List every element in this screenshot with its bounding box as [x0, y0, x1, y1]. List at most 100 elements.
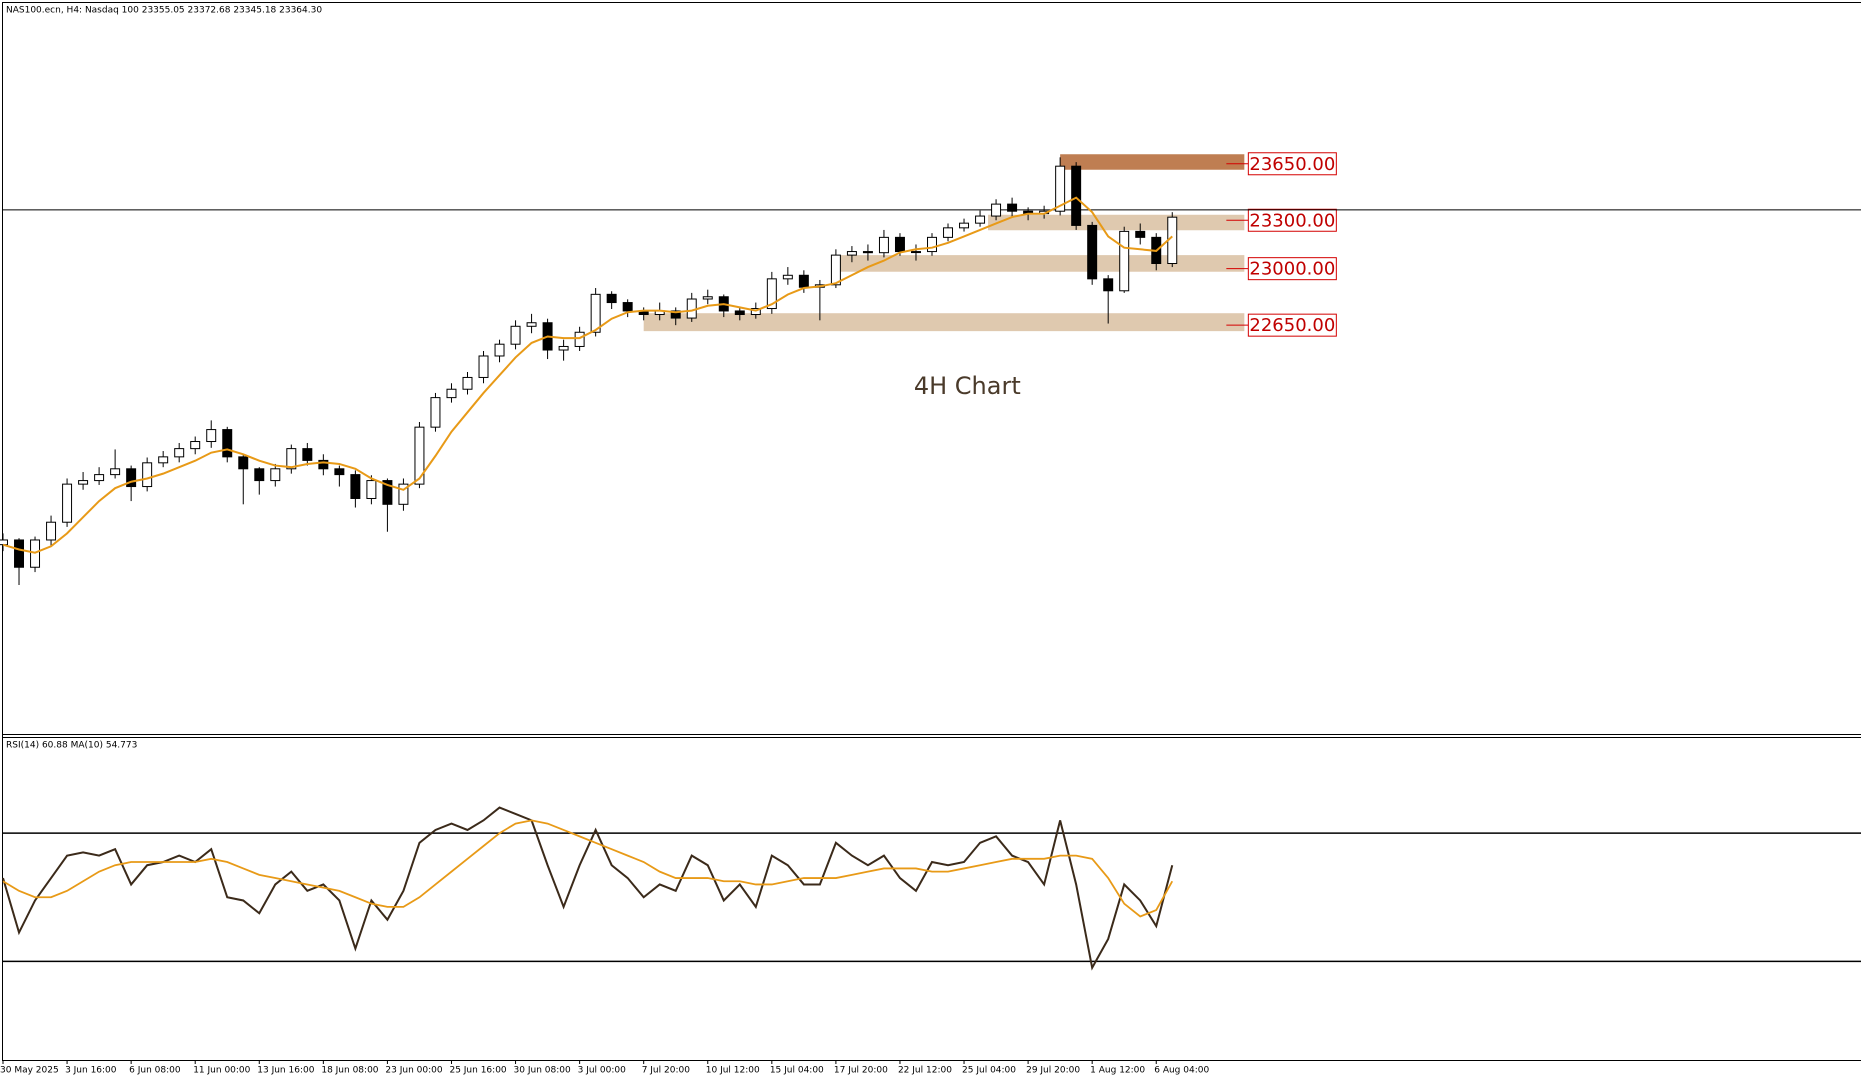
- candle-body: [910, 251, 921, 254]
- candle-body: [414, 426, 425, 485]
- candle-body: [959, 222, 970, 229]
- x-tick-label: 25 Jun 16:00: [449, 1066, 506, 1076]
- candle-body: [574, 331, 585, 347]
- candle-body: [446, 388, 457, 399]
- candle-body: [126, 468, 137, 488]
- candle-body: [782, 274, 793, 280]
- candle-body: [1087, 224, 1098, 280]
- x-tick-label: 7 Jul 20:00: [642, 1066, 691, 1076]
- candle-body: [46, 521, 57, 541]
- candle-body: [270, 468, 281, 482]
- candle-body: [254, 468, 265, 482]
- candle-body: [158, 456, 169, 464]
- candle-body: [14, 539, 25, 568]
- candle-body: [462, 376, 473, 390]
- candle-body: [830, 254, 841, 286]
- candle-body: [366, 480, 377, 499]
- candle-body: [302, 448, 313, 461]
- x-tick-label: 6 Jun 08:00: [129, 1066, 181, 1076]
- candle-body: [62, 483, 73, 523]
- rsi-header: RSI(14) 60.88 MA(10) 54.773: [6, 741, 137, 751]
- candle-body: [1055, 165, 1066, 212]
- zone-label-box: [1247, 208, 1337, 232]
- x-tick-label: 13 Jun 16:00: [257, 1066, 314, 1076]
- candle-body: [174, 448, 185, 458]
- x-tick-label: 30 May 2025: [0, 1066, 59, 1076]
- zone: [831, 255, 1245, 272]
- candle-body: [670, 310, 681, 319]
- x-tick-label: 15 Jul 04:00: [770, 1066, 824, 1076]
- candle-body: [975, 215, 986, 224]
- candle-body: [606, 293, 617, 304]
- zone: [1060, 154, 1245, 170]
- candle-body: [1135, 230, 1146, 238]
- candle-body: [590, 293, 601, 333]
- zone-label: 22650.00: [1249, 315, 1335, 336]
- candle-body: [286, 448, 297, 470]
- candle-body: [398, 483, 409, 505]
- candle-body: [943, 227, 954, 238]
- x-tick-label: 3 Jul 00:00: [578, 1066, 627, 1076]
- candle-body: [1119, 230, 1130, 292]
- candle-body: [478, 355, 489, 378]
- candle-body: [382, 480, 393, 505]
- candle-body: [510, 325, 521, 345]
- x-tick-label: 1 Aug 12:00: [1090, 1066, 1145, 1076]
- candle-body: [991, 203, 1002, 217]
- candle-body: [494, 343, 505, 357]
- candle-body: [558, 345, 569, 351]
- candle-body: [238, 456, 249, 470]
- x-tick-label: 23 Jun 00:00: [385, 1066, 442, 1076]
- zone-label: 23000.00: [1249, 259, 1335, 280]
- candle-body: [318, 459, 329, 470]
- candle-body: [190, 441, 201, 450]
- candle-body: [734, 310, 745, 316]
- candle-body: [1071, 165, 1082, 226]
- x-tick-label: 25 Jul 04:00: [962, 1066, 1016, 1076]
- candle-body: [878, 236, 889, 254]
- chart-header: NAS100.ecn, H4: Nasdaq 100 23355.05 2337…: [6, 6, 322, 16]
- candle-body: [686, 298, 697, 319]
- candle-body: [862, 251, 873, 254]
- candle-body: [526, 322, 537, 327]
- candle-body: [94, 474, 105, 482]
- candle-body: [334, 468, 345, 476]
- candle-body: [798, 274, 809, 288]
- zone-label: 23650.00: [1249, 154, 1335, 175]
- candle-body: [1007, 203, 1018, 212]
- candle-body: [222, 429, 233, 458]
- zone-label-box: [1247, 313, 1337, 337]
- zone-label-box: [1247, 257, 1337, 281]
- candle-body: [894, 236, 905, 253]
- x-tick-label: 3 Jun 16:00: [65, 1066, 117, 1076]
- zone-label-box: [1247, 152, 1337, 176]
- x-tick-label: 10 Jul 12:00: [706, 1066, 760, 1076]
- x-tick-label: 17 Jul 20:00: [834, 1066, 888, 1076]
- series-line: [2, 819, 1174, 918]
- candle-body: [78, 480, 89, 485]
- x-tick-label: 6 Aug 04:00: [1154, 1066, 1209, 1076]
- x-tick-label: 22 Jul 12:00: [898, 1066, 952, 1076]
- candle-body: [206, 429, 217, 443]
- x-tick-label: 30 Jun 08:00: [514, 1066, 571, 1076]
- zone: [643, 313, 1245, 332]
- candle-body: [430, 397, 441, 428]
- zone-label: 23300.00: [1249, 210, 1335, 231]
- x-tick-label: 29 Jul 20:00: [1026, 1066, 1080, 1076]
- moving-average: [2, 196, 1173, 554]
- candle-body: [622, 302, 633, 312]
- x-tick-label: 18 Jun 08:00: [321, 1066, 378, 1076]
- candle-body: [142, 462, 153, 488]
- candle-body: [1103, 278, 1114, 292]
- candle-body: [702, 296, 713, 300]
- candle-body: [350, 474, 361, 499]
- candle-body: [766, 278, 777, 310]
- annotation: 4H Chart: [914, 372, 1021, 400]
- candle-body: [110, 468, 121, 476]
- candle-body: [927, 236, 937, 253]
- candle-body: [846, 251, 857, 256]
- x-tick-label: 11 Jun 00:00: [193, 1066, 250, 1076]
